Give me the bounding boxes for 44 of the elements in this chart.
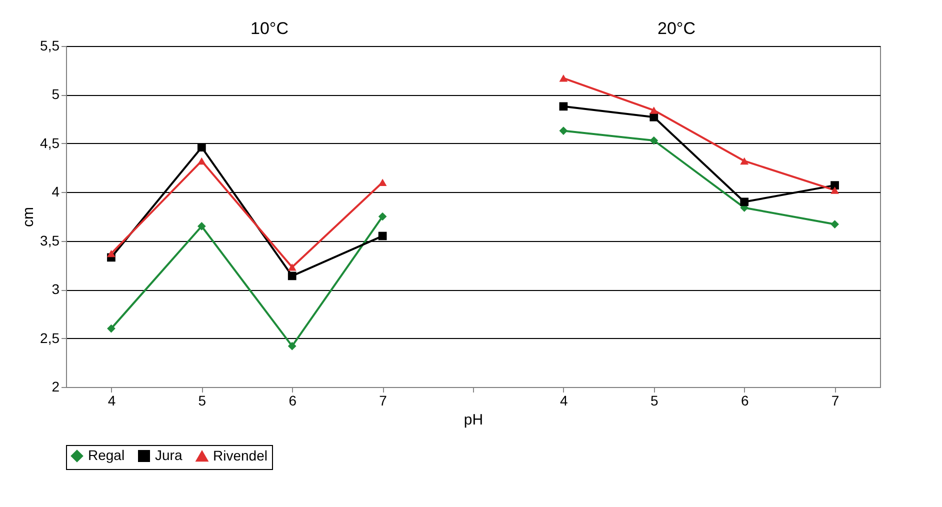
point [288, 342, 296, 350]
x-tick-label: 5 [198, 392, 206, 408]
point [650, 106, 658, 114]
point [378, 178, 387, 186]
y-tick-label: 4,5 [40, 134, 60, 151]
point [378, 232, 387, 240]
y-tick-label: 4 [52, 184, 60, 200]
legend-label: Rivendel [213, 447, 268, 464]
point [288, 272, 296, 280]
legend-label: Jura [155, 447, 182, 463]
point [559, 102, 568, 111]
point [830, 186, 839, 194]
x-tick-label: 4 [108, 392, 116, 408]
text: 10°C [250, 19, 288, 38]
legend-label: Regal [88, 447, 125, 463]
y-tick-label: 2 [52, 378, 60, 394]
x-tick-label: 7 [379, 392, 388, 408]
x-tick-label: 6 [740, 392, 749, 408]
x-tick-label: 4 [560, 392, 568, 408]
text: 20°C [658, 19, 696, 38]
x-tick-label: 6 [288, 392, 297, 408]
point [650, 136, 658, 145]
point [559, 74, 568, 82]
point [197, 157, 206, 165]
y-tick-label: 3,5 [40, 232, 60, 248]
y-tick-label: 5,5 [40, 38, 60, 54]
y-axis-title: cm [20, 207, 38, 227]
point [197, 222, 206, 230]
point [740, 198, 749, 206]
y-tick-label: 5 [52, 86, 60, 102]
point [197, 143, 206, 152]
point [830, 181, 839, 190]
x-axis-title: pH [464, 412, 484, 428]
y-tick-label: 3 [52, 281, 60, 298]
point [107, 324, 116, 333]
point [107, 250, 116, 258]
x-tick-label: 5 [650, 392, 658, 408]
x-tick-label: 7 [831, 392, 840, 408]
point [378, 212, 387, 221]
point [830, 220, 839, 228]
point [740, 157, 749, 165]
point [288, 264, 296, 271]
y-tick-label: 2,5 [40, 330, 60, 346]
point [559, 126, 568, 135]
